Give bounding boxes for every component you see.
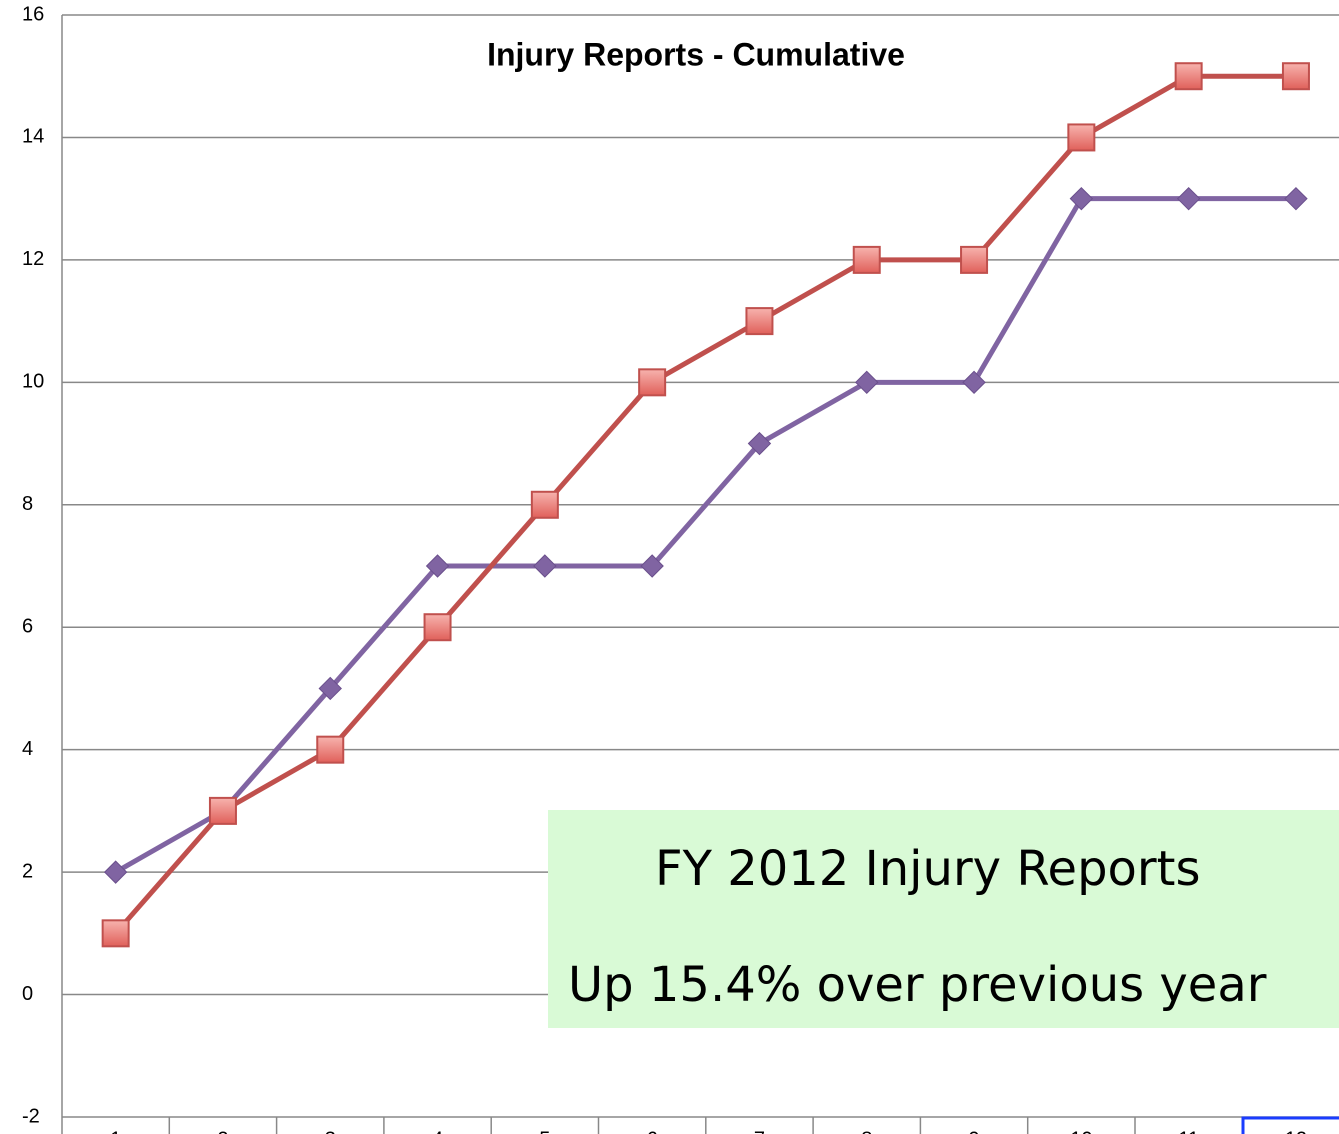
y-tick-label: 6	[22, 616, 33, 638]
annotation-text: Up 15.4% over previous year	[568, 957, 1267, 1013]
x-tick-label: 2	[217, 1128, 228, 1134]
annotation-text: FY 2012 Injury Reports	[655, 841, 1200, 897]
marker	[316, 735, 345, 764]
x-tick-label: 1	[110, 1128, 121, 1134]
marker	[530, 490, 559, 519]
series-line	[113, 73, 1296, 935]
marker	[855, 370, 879, 395]
series-line	[114, 196, 1296, 875]
marker	[1174, 62, 1203, 91]
marker	[1176, 186, 1201, 211]
y-tick-label: 12	[22, 248, 44, 270]
x-tick-label: 6	[647, 1128, 658, 1134]
marker	[1067, 123, 1096, 152]
chart-title: Injury Reports - Cumulative	[487, 36, 905, 72]
marker	[533, 554, 557, 578]
marker	[1284, 186, 1308, 211]
marker	[318, 676, 342, 701]
marker	[425, 554, 450, 578]
x-tick-label: 4	[432, 1128, 443, 1134]
x-tick-label: 10	[1070, 1128, 1092, 1134]
y-tick-label: 14	[22, 126, 44, 148]
marker	[747, 431, 772, 456]
annotation-box	[548, 810, 1339, 1028]
marker	[852, 245, 881, 274]
marker	[208, 796, 237, 825]
marker	[1069, 186, 1094, 211]
x-tick-label: 12	[1285, 1128, 1307, 1134]
y-tick-label: 16	[22, 3, 44, 25]
marker	[638, 368, 667, 397]
x-tick-label: 5	[539, 1128, 550, 1134]
x-tick-label: 3	[325, 1128, 336, 1134]
selection-box	[1241, 1116, 1339, 1134]
x-tick-label: 9	[968, 1128, 979, 1134]
y-tick-label: -2	[22, 1105, 40, 1127]
marker	[103, 860, 128, 884]
marker	[423, 613, 452, 642]
marker	[1281, 62, 1310, 91]
marker	[745, 307, 774, 336]
y-tick-label: 4	[22, 738, 33, 760]
marker	[101, 919, 130, 948]
y-tick-label: 10	[22, 371, 44, 393]
x-tick-label: 7	[754, 1128, 765, 1134]
marker	[960, 245, 989, 274]
x-tick-label: 8	[861, 1128, 872, 1134]
y-tick-label: 2	[22, 860, 33, 882]
x-tick-label: 11	[1178, 1128, 1199, 1134]
y-tick-label: 8	[22, 493, 33, 515]
marker	[640, 554, 664, 578]
y-tick-label: 0	[22, 983, 33, 1005]
marker	[962, 370, 986, 395]
